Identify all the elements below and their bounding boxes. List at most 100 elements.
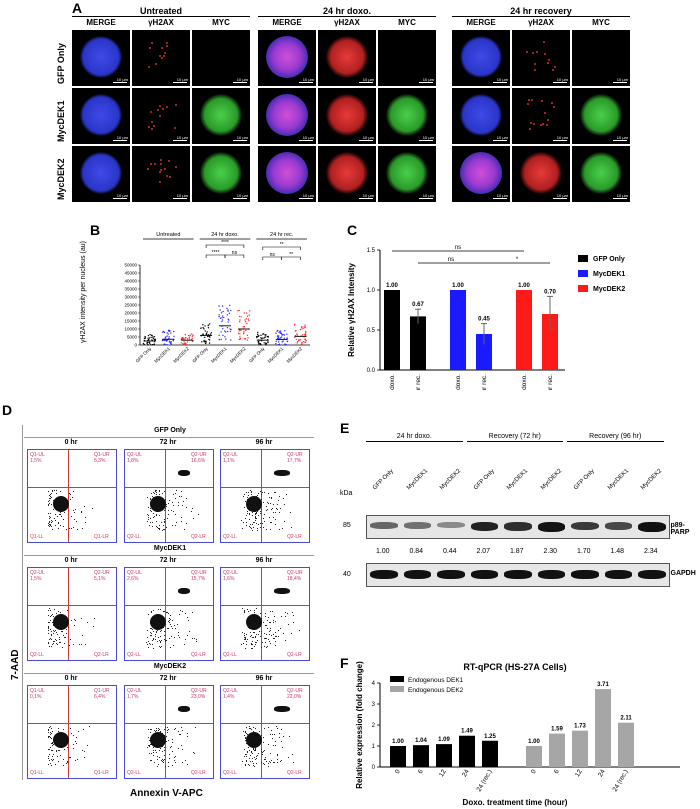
event-dot: [246, 759, 248, 761]
event-dot: [158, 514, 160, 516]
event-dot: [60, 612, 62, 614]
foci-dot: [534, 62, 537, 65]
scale-bar: [173, 140, 187, 141]
event-dot: [158, 730, 160, 732]
event-dot: [154, 636, 156, 638]
event-dot: [280, 616, 282, 618]
event-dot: [51, 614, 53, 616]
foci-dot: [545, 124, 548, 127]
event-dot: [263, 518, 265, 520]
c-bar: [542, 314, 558, 370]
e-lane-label: GFP Only: [573, 468, 596, 492]
foci-dot: [543, 112, 546, 115]
event-dot: [82, 634, 84, 636]
event-dot: [48, 638, 50, 640]
event-dot: [244, 753, 246, 755]
event-dot: [48, 748, 50, 750]
b-point: [238, 338, 241, 341]
event-dot: [51, 490, 53, 492]
scale-bar: [359, 82, 373, 83]
event-dot: [48, 500, 50, 502]
b-point: [295, 338, 298, 341]
event-dot: [177, 504, 179, 506]
event-dot: [162, 610, 164, 612]
event-dot: [57, 523, 59, 525]
b-point: [256, 335, 258, 338]
event-dot: [252, 526, 254, 528]
event-dot: [49, 517, 51, 519]
b-point: [149, 342, 151, 344]
foci-dot: [166, 175, 169, 178]
event-dot: [148, 729, 150, 731]
event-dot: [154, 729, 156, 731]
b-point: [218, 315, 220, 318]
event-dot: [160, 646, 162, 648]
event-dot: [196, 640, 198, 642]
event-dot: [150, 521, 152, 523]
quadrant-vline: [67, 450, 69, 542]
b-point: [276, 335, 279, 337]
event-dot: [163, 522, 165, 524]
quadrant-ur-label: Q2-UR: [191, 452, 207, 458]
panel-d-time-label: 0 hr: [64, 557, 78, 564]
event-dot: [283, 632, 285, 634]
scale-label: 10 µm: [556, 135, 568, 140]
event-dot: [292, 622, 294, 623]
scale-bar: [113, 198, 127, 199]
b-point: [246, 334, 249, 337]
event-dot: [161, 645, 163, 647]
event-dot: [246, 726, 248, 728]
event-dot: [147, 637, 149, 639]
event-cluster: [149, 732, 166, 748]
event-dot: [250, 610, 252, 612]
event-dot: [182, 504, 184, 506]
b-point: [238, 321, 241, 323]
event-dot: [254, 609, 256, 611]
event-dot: [159, 730, 161, 732]
event-dot: [251, 636, 253, 638]
foci-dot: [551, 102, 554, 105]
event-dot: [266, 625, 268, 627]
event-dot: [48, 491, 50, 493]
event-dot: [255, 516, 257, 518]
micrograph-tile: 10 µm: [378, 88, 436, 144]
event-dot: [256, 608, 258, 610]
event-dot: [166, 731, 168, 733]
event-dot: [174, 498, 176, 500]
event-dot: [265, 612, 267, 614]
f-data-label: 1.00: [528, 739, 540, 745]
micrograph-tile: 10 µm: [132, 146, 190, 202]
event-dot: [270, 503, 272, 505]
event-dot: [257, 754, 259, 756]
event-dot: [244, 611, 246, 613]
nucleus: [80, 36, 122, 78]
foci-dot: [153, 124, 156, 127]
foci-dot: [526, 102, 529, 105]
event-dot: [285, 493, 287, 495]
event-dot: [153, 762, 155, 764]
event-dot: [58, 513, 60, 515]
b-point: [237, 332, 240, 334]
event-dot: [159, 608, 161, 610]
event-dot: [50, 733, 52, 735]
event-dot: [189, 630, 191, 632]
event-dot: [48, 513, 50, 515]
event-dot: [245, 515, 247, 517]
micrograph-tile: 10 µm: [378, 146, 436, 202]
micrograph-tile: 10 µm: [258, 146, 316, 202]
event-dot: [63, 636, 65, 638]
quadrant-ul-pct: 1,4%: [223, 694, 235, 700]
event-dot: [187, 617, 189, 619]
panel-a-channel-header: MYC: [398, 18, 416, 27]
b-point: [304, 341, 307, 344]
quadrant-lr-label: Q2-LR: [94, 652, 109, 658]
b-y-tick-label: 5000: [127, 335, 138, 340]
b-point: [188, 337, 190, 339]
event-dot: [48, 526, 50, 528]
b-point: [296, 340, 299, 343]
event-dot: [241, 643, 243, 645]
event-dot: [256, 512, 258, 514]
b-point: [257, 331, 259, 334]
event-dot: [273, 517, 275, 519]
event-dot: [151, 612, 153, 613]
